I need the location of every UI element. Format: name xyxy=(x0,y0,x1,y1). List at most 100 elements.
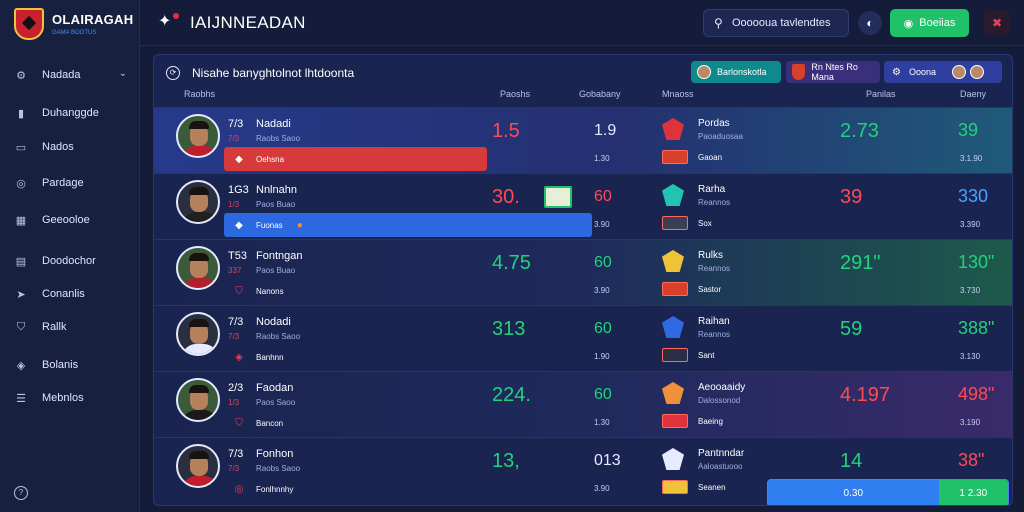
face xyxy=(190,124,208,146)
player-name[interactable]: Nodadi xyxy=(256,316,291,328)
alert-button[interactable]: ✖ xyxy=(984,10,1010,36)
search-input[interactable]: ⚲ Oooooua tavlendtes xyxy=(703,9,849,37)
column-header[interactable]: Panilas xyxy=(866,89,896,99)
sidebar-item[interactable]: ◎ Pardage xyxy=(0,170,139,196)
player-name[interactable]: Fontngan xyxy=(256,250,303,262)
badge-icon: ◈ xyxy=(235,351,243,363)
crest-icon xyxy=(792,64,806,80)
player-club: Paos Saoo xyxy=(256,398,296,407)
team-crest-icon xyxy=(662,316,684,338)
secondary-sub-value: 1.30 xyxy=(594,418,610,427)
sidebar-item[interactable]: ➤ Conanlis xyxy=(0,281,139,307)
team-sub: Paoaduosaa xyxy=(698,132,743,141)
avatar[interactable] xyxy=(176,246,220,290)
primary-value: 30. xyxy=(492,186,520,208)
player-bar[interactable]: ◆ Oehsna xyxy=(224,147,487,171)
player-bar[interactable]: ⛉ Bancon xyxy=(224,411,314,435)
column-header[interactable]: Gobabany xyxy=(579,89,621,99)
sidebar-item[interactable]: ◈ Bolanis xyxy=(0,352,139,378)
sidebar-item[interactable]: ⚙ Nadada ⌄ xyxy=(0,62,139,88)
team-crest-icon xyxy=(662,118,684,140)
sidebar: OLAIRAGAH GAMA BOOTUS ⚙ Nadada ⌄ ▮ Duhanggde… xyxy=(0,0,140,512)
sidebar-item[interactable]: ▭ Nados xyxy=(0,134,139,160)
filter-chip-1[interactable]: Barlonskotla xyxy=(691,61,781,83)
table-row[interactable]: 2/3 Faodan 1/3 Paos Saoo ⛉ Bancon 224. 60 1.30 Ae… xyxy=(154,371,1012,437)
sidebar-item[interactable]: ▮ Duhanggde xyxy=(0,100,139,126)
player-bar[interactable]: ⛉ Nanons xyxy=(224,279,314,303)
player-bar[interactable]: ◈ Banhnn xyxy=(224,345,314,369)
tag-icon: ◈ xyxy=(16,359,26,372)
player-bar[interactable]: ◎ Fonlhnnhy xyxy=(224,477,314,501)
table-row[interactable]: 1G3 Nnlnahn 1/3 Paos Buao ◆ Fuonas ● 30. 60 3.90 R… xyxy=(154,173,1012,239)
table-row[interactable]: 7/3 Nadadi 7/3 Raobs Saoo ◆ Oehsna 1.5 1.9 1.30 P… xyxy=(154,107,1012,173)
column-header[interactable]: Mnaoss xyxy=(662,89,694,99)
team-name[interactable]: Pantnndar xyxy=(698,448,745,459)
table-row[interactable]: T53 Fontngan 337 Paos Buao ⛉ Nanons 4.75 60 3.90… xyxy=(154,239,1012,305)
team-crest-icon xyxy=(662,250,684,272)
team-flag-label: Baeing xyxy=(698,417,723,426)
bar-chart-icon: ▮ xyxy=(17,107,25,120)
secondary-value: 60 xyxy=(594,386,612,403)
toggle-icon: ◐ xyxy=(866,16,874,30)
player-name[interactable]: Fonhon xyxy=(256,448,294,460)
player-name[interactable]: Nadadi xyxy=(256,118,291,130)
sidebar-item[interactable]: ⛉ Rallk xyxy=(0,314,139,340)
team-name[interactable]: Raihan xyxy=(698,316,730,327)
team-name[interactable]: Rulks xyxy=(698,250,724,261)
column-header[interactable]: Raobhs xyxy=(184,89,216,99)
stat-sub-value: 3.130 xyxy=(960,352,981,361)
sidebar-item-label: Pardage xyxy=(42,177,84,189)
player-name[interactable]: Nnlnahn xyxy=(256,184,297,196)
team-flag-icon xyxy=(662,480,688,494)
primary-button[interactable]: ◉ Boeiias xyxy=(890,9,969,37)
sidebar-item[interactable]: ☰ Mebnlos xyxy=(0,385,139,411)
sidebar-item-label: Bolanis xyxy=(42,359,79,371)
help-icon[interactable]: ? xyxy=(14,486,28,500)
secondary-value: 013 xyxy=(594,452,621,469)
avatar[interactable] xyxy=(176,444,220,488)
sidebar-item[interactable]: ▦ Geeooloe xyxy=(0,207,139,233)
filter-chip-2[interactable]: Rn Ntes Ro Mana xyxy=(786,61,880,83)
face xyxy=(190,256,208,278)
table-row[interactable]: 7/3 Fonhon 7/3 Raobs Saoo ◎ Fonlhnnhy 13, 013 3.… xyxy=(154,437,1012,503)
stat-value-2: 388" xyxy=(958,318,995,338)
primary-value: 313 xyxy=(492,318,526,340)
stat-sub-value: 3.390 xyxy=(960,220,981,229)
face xyxy=(190,322,208,344)
avatar[interactable] xyxy=(176,180,220,224)
team-sub: Reannos xyxy=(698,198,731,207)
stat-value-1: 14 xyxy=(840,450,863,472)
column-header[interactable]: Daeny xyxy=(960,89,987,99)
chevron-down-icon[interactable]: ⌄ xyxy=(118,68,127,79)
team-name[interactable]: Pordas xyxy=(698,118,730,129)
avatar[interactable] xyxy=(176,378,220,422)
alert-icon: ✖ xyxy=(991,16,1003,30)
avatar[interactable] xyxy=(176,312,220,356)
odds-box[interactable] xyxy=(544,186,572,208)
avatar[interactable] xyxy=(176,114,220,158)
sidebar-item-label: Geeooloe xyxy=(42,214,90,226)
player-code: 7/3 xyxy=(228,316,244,328)
player-club: Raobs Saoo xyxy=(256,464,301,473)
player-rank: 7/3 xyxy=(228,464,240,473)
stat-value-1: 4.197 xyxy=(840,384,891,406)
stat-value-2: 38" xyxy=(958,450,985,470)
filter-chip-3[interactable]: ⚙ Ooona xyxy=(884,61,1002,83)
panel-title: Nisahe banyghtolnot lhtdoonta xyxy=(192,66,355,80)
player-bar[interactable]: ◆ Fuonas ● xyxy=(224,213,592,237)
team-flag-label: Gaoan xyxy=(698,153,723,162)
secondary-value: 1.9 xyxy=(594,122,617,139)
player-name[interactable]: Faodan xyxy=(256,382,294,394)
primary-button-label: Boeiias xyxy=(919,17,956,29)
avatar-icon xyxy=(952,65,966,79)
table-row[interactable]: 7/3 Nodadi 7/3 Raobs Saoo ◈ Banhnn 313 60 1.90 Ra… xyxy=(154,305,1012,371)
column-header[interactable]: Paoshs xyxy=(500,89,531,99)
theme-toggle-button[interactable]: ◐ xyxy=(858,11,882,35)
team-sub: Reannos xyxy=(698,330,731,339)
refresh-icon[interactable]: ⟳ xyxy=(166,66,180,80)
team-name[interactable]: Aeooaaidy xyxy=(698,382,746,393)
sidebar-item[interactable]: ▤ Doodochor xyxy=(0,248,139,274)
team-name[interactable]: Rarha xyxy=(698,184,726,195)
brand[interactable]: OLAIRAGAH GAMA BOOTUS xyxy=(14,8,138,44)
summary-bar[interactable]: 0.30 1 2.30 xyxy=(767,479,1009,505)
